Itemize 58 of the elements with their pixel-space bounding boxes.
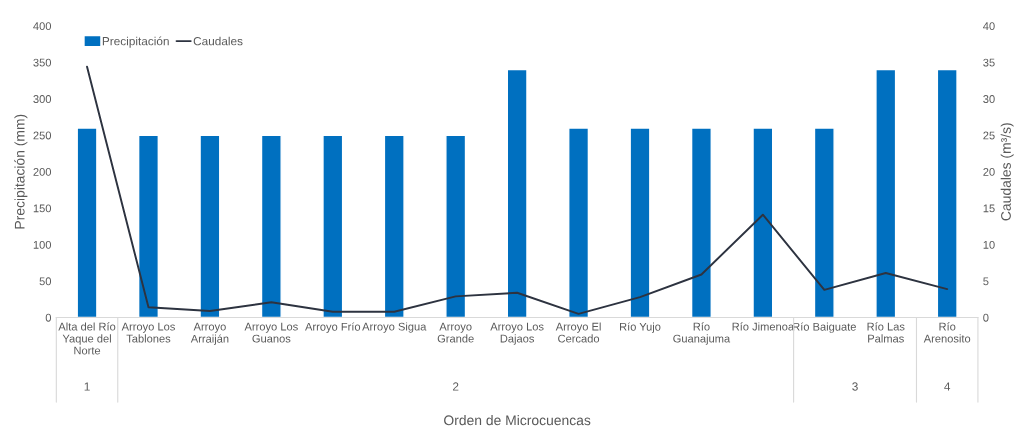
bar (199, 134, 221, 318)
x-tick-label: Río Yujo (620, 322, 661, 333)
bar (813, 127, 835, 318)
x-tick-label: Arroyo Arraiján (190, 322, 229, 345)
y2-axis-title: Caudales (m³/s) (1000, 123, 1014, 221)
y-tick-label: 0 (45, 313, 52, 322)
y-tick-label: 350 (33, 58, 52, 67)
y2-tick-label: 35 (983, 58, 995, 67)
bar (936, 68, 958, 318)
bar (568, 127, 590, 318)
bar (690, 127, 712, 318)
x-tick-label: Arroyo Los Guanos (244, 322, 298, 343)
bar (260, 134, 282, 318)
bar (629, 127, 651, 318)
bar (76, 127, 98, 318)
y2-tick-label: 0 (983, 313, 989, 322)
legend-label: Precipitación (102, 36, 169, 48)
bar (752, 127, 774, 318)
x-tick-label: Río Arenosito (923, 322, 971, 343)
y2-tick-label: 40 (983, 22, 995, 31)
x-tick-label: Arroyo Los Dajaos (490, 322, 544, 345)
y2-tick-label: 25 (983, 131, 995, 140)
y2-tick-label: 30 (983, 95, 995, 103)
y2-tick-label: 20 (983, 167, 995, 176)
x-tick-label: Arroyo Grande (437, 322, 474, 343)
x-tick-label: Arroyo Sigua (362, 322, 427, 333)
bar (137, 134, 160, 318)
text: 3 (852, 382, 858, 391)
bar (322, 134, 344, 318)
bar (445, 134, 467, 318)
x-tick-label: Río Las Palmas (867, 322, 905, 343)
x-tick-label: Río Baiguate (793, 322, 856, 333)
x-tick-label: Arroyo El Cercado (555, 322, 601, 343)
bar (383, 134, 405, 318)
x-tick-label: Arroyo Los Tablones (121, 322, 175, 343)
y2-tick-label: 10 (983, 240, 995, 249)
y-tick-label: 150 (33, 204, 52, 213)
bar (875, 68, 897, 318)
y-tick-label: 250 (33, 131, 52, 140)
y-axis-title: Precipitación (mm) (14, 114, 28, 229)
y-tick-label: 400 (33, 22, 52, 31)
y-tick-label: 200 (33, 167, 52, 176)
y2-tick-label: 15 (983, 204, 995, 213)
y-tick-label: 100 (33, 240, 52, 249)
x-tick-label: Alta del Río Yaque del Norte (58, 322, 116, 355)
x-axis-title: Orden de Microcuencas (444, 415, 591, 426)
bar (506, 68, 528, 318)
text: 1 (84, 382, 90, 391)
x-tick-label: Río Jimenoa (732, 322, 795, 331)
text: 2 (452, 382, 459, 391)
legend-label: Caudales (193, 36, 243, 46)
x-tick-label: Arroyo Frío (305, 322, 361, 333)
text: 4 (944, 382, 951, 391)
line-series (86, 65, 949, 315)
y2-tick-label: 5 (983, 277, 989, 286)
y-tick-label: 300 (33, 95, 52, 103)
x-tick-label: Río Guanajuma (673, 322, 731, 345)
y-tick-label: 50 (39, 277, 52, 286)
